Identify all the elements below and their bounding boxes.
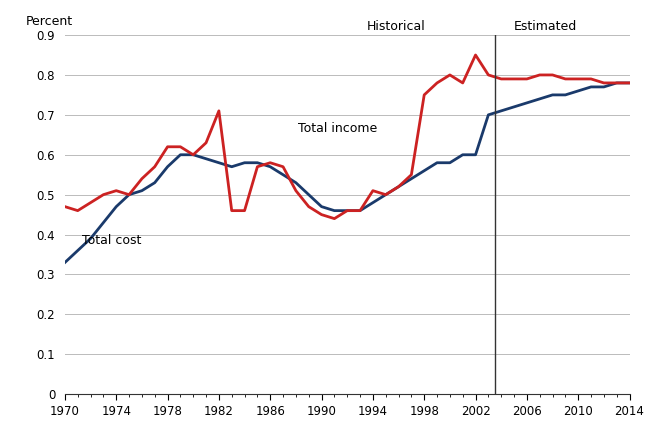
Text: Estimated: Estimated (514, 20, 578, 33)
Text: Total cost: Total cost (82, 234, 141, 247)
Text: Total income: Total income (299, 122, 378, 135)
Text: Percent: Percent (25, 15, 73, 28)
Text: Historical: Historical (367, 20, 425, 33)
